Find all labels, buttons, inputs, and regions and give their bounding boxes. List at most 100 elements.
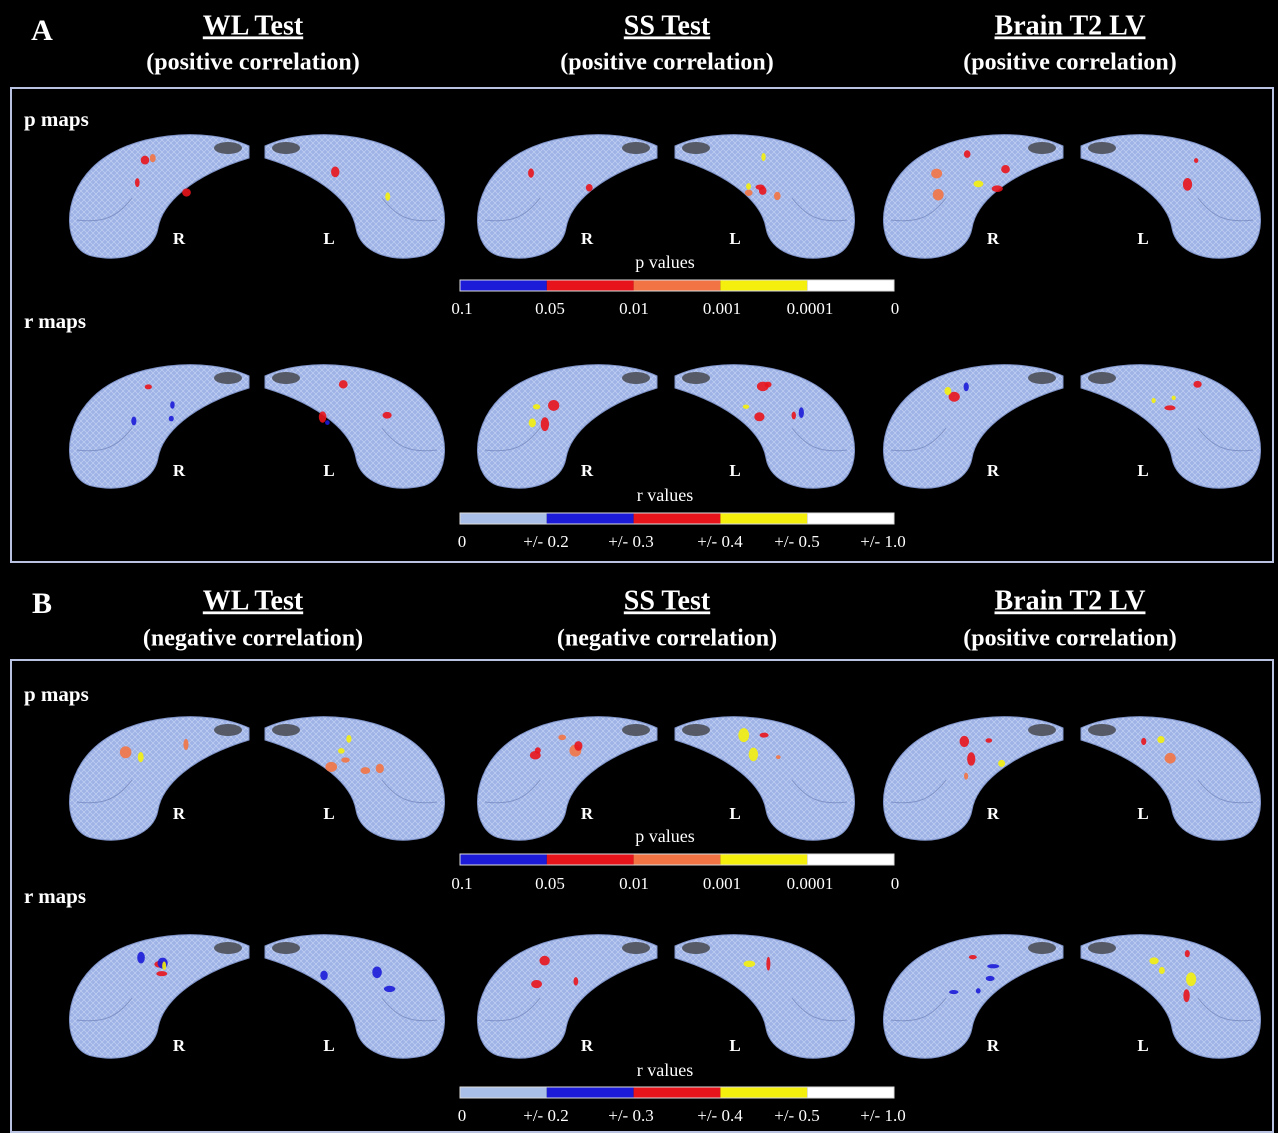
activation-spot [137,952,145,964]
activation-spot [341,757,350,762]
activation-spot [964,773,968,780]
legend-title: p values [635,252,694,272]
hemisphere-label: L [1137,461,1148,480]
panel-label: B [32,587,52,620]
activation-spot [156,971,167,976]
activation-spot [986,738,993,743]
panel-label: A [31,14,53,47]
colorbar-tick-label: +/- 0.5 [774,532,819,551]
activation-spot [986,976,995,981]
colorbar-tick-label: 0 [458,532,467,551]
colorbar-segment [634,513,721,524]
column-subtitle: (positive correlation) [560,50,774,76]
colorbar-tick-label: +/- 1.0 [860,532,905,551]
activation-spot [131,416,136,425]
colorbar-segment [720,1087,807,1098]
activation-spot [933,189,944,200]
colorbar-tick-label: +/- 1.0 [860,1106,905,1125]
column-title: Brain T2 LV [995,10,1146,41]
colorbar-segment [634,854,721,865]
activation-spot [141,156,149,165]
colorbar-tick-label: 0.0001 [787,299,834,318]
activation-spot [385,192,390,200]
colorbar-tick-label: 0 [458,1106,467,1125]
colorbar-segment [634,280,721,291]
column-subtitle: (positive correlation) [963,50,1177,76]
activation-spot [529,418,536,427]
hemisphere-label: L [323,1036,334,1055]
column-title: WL Test [203,585,304,616]
activation-spot [138,752,144,762]
activation-spot [976,988,981,993]
colorbar-segment [720,280,807,291]
activation-spot [574,741,582,751]
column-title: WL Test [203,10,304,41]
activation-spot [1194,158,1198,163]
activation-spot [1172,396,1176,401]
activation-spot [319,411,327,422]
column-title: SS Test [624,10,711,41]
activation-spot [960,736,969,747]
activation-spot [799,407,804,418]
activation-spot [964,150,971,158]
colorbar-tick-label: +/- 0.5 [774,1106,819,1125]
activation-spot [541,417,549,431]
hemisphere-label: R [173,461,186,480]
row-label: r maps [24,884,86,908]
colorbar-tick-label: +/- 0.4 [697,532,743,551]
activation-spot [573,977,578,985]
activation-spot [992,185,1003,192]
activation-spot [586,184,593,192]
colorbar-tick-label: 0.05 [535,874,565,893]
colorbar-segment [460,854,547,865]
activation-spot [531,980,542,988]
activation-spot [535,747,541,753]
colorbar-tick-label: 0 [891,299,900,318]
activation-spot [949,990,958,994]
colorbar-segment [547,1087,634,1098]
activation-spot [1157,736,1164,743]
activation-spot [1183,178,1192,191]
activation-spot [744,961,756,967]
hemisphere-label: L [729,461,740,480]
activation-spot [558,735,566,741]
activation-spot [162,962,166,971]
row-label: r maps [24,309,86,333]
activation-spot [1151,398,1155,403]
activation-spot [761,153,765,161]
legend-title: p values [635,826,694,846]
colorbar-segment [547,280,634,291]
activation-spot [383,412,392,419]
colorbar-tick-label: +/- 0.2 [523,532,568,551]
hemisphere-label: L [1137,229,1148,248]
activation-spot [120,746,132,758]
colorbar-segment [807,1087,894,1098]
activation-spot [1164,405,1175,410]
row-label: p maps [24,682,89,706]
column-subtitle: (negative correlation) [143,626,363,652]
colorbar-tick-label: 0.001 [703,299,741,318]
row-label: p maps [24,107,89,131]
activation-spot [1183,989,1189,1002]
colorbar-segment [547,513,634,524]
hemisphere-label: L [1137,1036,1148,1055]
colorbar-tick-label: 0.1 [451,299,472,318]
activation-spot [346,735,351,743]
activation-spot [760,733,769,738]
activation-spot [150,154,156,162]
colorbar-tick-label: +/- 0.3 [608,532,653,551]
activation-spot [339,380,348,388]
activation-spot [135,178,140,187]
hemisphere-label: R [581,1036,594,1055]
colorbar-tick-label: +/- 0.2 [523,1106,568,1125]
activation-spot [987,964,999,968]
activation-spot [774,192,781,200]
hemisphere-label: R [173,229,186,248]
activation-spot [998,760,1005,767]
activation-spot [170,401,175,409]
hemisphere-label: L [729,229,740,248]
figure: A WL Test (positive correlation) SS Test (po… [0,0,1278,1133]
hemisphere-label: R [987,1036,1000,1055]
activation-spot [533,404,540,409]
hemisphere-label: L [729,804,740,823]
